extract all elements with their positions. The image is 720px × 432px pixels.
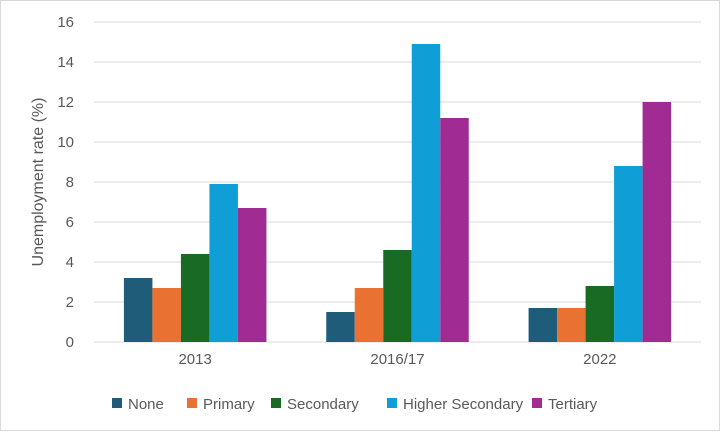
y-tick-label: 6 [66, 214, 74, 231]
bar-primary [152, 288, 181, 342]
legend-label: Tertiary [548, 396, 598, 413]
legend-swatch [532, 398, 542, 408]
bar-higher-secondary [209, 184, 238, 342]
bar-none [123, 278, 153, 342]
y-tick-label: 4 [66, 254, 74, 271]
legend-label: Higher Secondary [403, 396, 524, 413]
y-tick-label: 2 [66, 294, 74, 311]
bar-secondary [585, 286, 615, 342]
y-tick-label: 12 [57, 94, 74, 111]
legend-swatch [112, 398, 122, 408]
bar-tertiary [642, 102, 672, 342]
bars [123, 44, 672, 342]
y-tick-label: 16 [57, 14, 74, 31]
legend-swatch [187, 398, 197, 408]
y-tick-labels: 0 2 4 6 8 10 12 14 16 [57, 14, 74, 351]
bar-secondary [383, 250, 412, 342]
x-tick-label: 2022 [583, 351, 616, 368]
x-tick-label: 2013 [178, 351, 211, 368]
bar-primary [354, 288, 384, 342]
bar-higher-secondary [614, 166, 643, 342]
bar-tertiary [440, 118, 469, 342]
y-tick-label: 8 [66, 174, 74, 191]
bar-none [326, 312, 355, 342]
y-tick-label: 10 [57, 134, 74, 151]
legend-swatch [387, 398, 397, 408]
legend-label: None [128, 396, 164, 413]
y-tick-label: 14 [57, 54, 74, 71]
x-tick-label: 2016/17 [370, 351, 424, 368]
bar-primary [557, 308, 586, 342]
legend-label: Primary [203, 396, 255, 413]
bar-higher-secondary [411, 44, 441, 342]
y-axis-title: Unemployment rate (%) [30, 98, 47, 267]
legend-label: Secondary [287, 396, 359, 413]
bar-tertiary [237, 208, 267, 342]
x-tick-labels: 2013 2016/17 2022 [178, 351, 616, 368]
y-tick-label: 0 [66, 334, 74, 351]
legend: None Primary Secondary Higher Secondary Tert… [112, 396, 598, 413]
legend-swatch [271, 398, 281, 408]
bar-secondary [180, 254, 210, 342]
bar-none [528, 308, 558, 342]
